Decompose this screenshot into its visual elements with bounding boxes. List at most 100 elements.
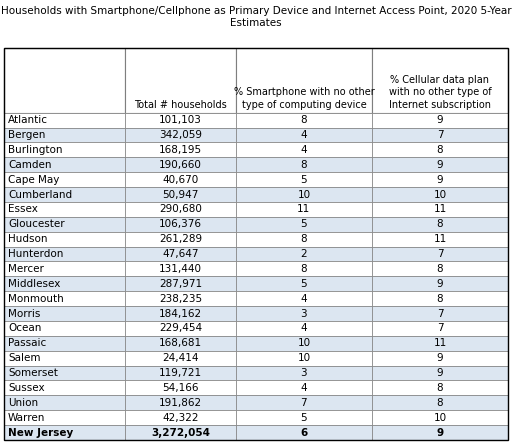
Text: 261,289: 261,289 (159, 234, 202, 244)
Bar (125, 143, 236, 157)
Bar (125, 232, 236, 246)
Text: 4: 4 (301, 145, 307, 155)
Text: Somerset: Somerset (8, 368, 58, 378)
Text: 5: 5 (301, 412, 307, 423)
Bar (236, 425, 372, 440)
Bar (236, 321, 372, 336)
Text: 47,647: 47,647 (162, 249, 199, 259)
Text: 3: 3 (301, 368, 307, 378)
Text: 106,376: 106,376 (159, 219, 202, 229)
Bar (125, 262, 236, 276)
Bar (236, 336, 372, 351)
Bar (236, 202, 372, 217)
Bar (4, 425, 125, 440)
Text: 8: 8 (301, 115, 307, 125)
Bar (372, 157, 508, 172)
Bar (125, 157, 236, 172)
Text: Cape May: Cape May (8, 174, 59, 185)
Bar (372, 246, 508, 262)
Bar (236, 351, 372, 365)
Bar (236, 157, 372, 172)
Bar (125, 217, 236, 232)
Bar (236, 262, 372, 276)
Text: 40,670: 40,670 (162, 174, 199, 185)
Bar (125, 321, 236, 336)
Text: Sussex: Sussex (8, 383, 45, 393)
Text: Ocean: Ocean (8, 323, 41, 333)
Text: 5: 5 (301, 279, 307, 289)
Text: 7: 7 (301, 398, 307, 408)
Text: 8: 8 (437, 293, 443, 304)
Text: % Cellular data plan
with no other type of
Internet subscription: % Cellular data plan with no other type … (389, 75, 492, 110)
Text: 8: 8 (437, 219, 443, 229)
Bar (372, 172, 508, 187)
Text: 190,660: 190,660 (159, 160, 202, 170)
Bar (372, 187, 508, 202)
Text: Essex: Essex (8, 204, 38, 214)
Bar (372, 321, 508, 336)
Bar (236, 246, 372, 262)
Bar (372, 291, 508, 306)
Bar (236, 217, 372, 232)
Bar (4, 113, 125, 127)
Text: 9: 9 (437, 160, 443, 170)
Bar (236, 395, 372, 410)
Text: % Smartphone with no other
type of computing device: % Smartphone with no other type of compu… (233, 87, 374, 110)
Bar (236, 410, 372, 425)
Text: Passaic: Passaic (8, 338, 46, 348)
Text: 342,059: 342,059 (159, 130, 202, 140)
Text: 4: 4 (301, 293, 307, 304)
Bar (372, 232, 508, 246)
Bar (4, 365, 125, 381)
Bar (4, 306, 125, 321)
Bar (372, 217, 508, 232)
Bar (4, 410, 125, 425)
Bar (372, 262, 508, 276)
Bar (4, 172, 125, 187)
Text: 8: 8 (437, 398, 443, 408)
Bar (236, 113, 372, 127)
Bar (236, 232, 372, 246)
Bar (4, 127, 125, 143)
Bar (372, 395, 508, 410)
Text: Middlesex: Middlesex (8, 279, 60, 289)
Text: 50,947: 50,947 (162, 190, 199, 199)
Bar (236, 172, 372, 187)
Bar (4, 336, 125, 351)
Bar (4, 48, 508, 440)
Bar (372, 381, 508, 395)
Bar (236, 187, 372, 202)
Bar (125, 187, 236, 202)
Text: 290,680: 290,680 (159, 204, 202, 214)
Bar (4, 143, 125, 157)
Bar (4, 246, 125, 262)
Bar (125, 202, 236, 217)
Text: 5: 5 (301, 174, 307, 185)
Bar (4, 157, 125, 172)
Bar (372, 351, 508, 365)
Text: 8: 8 (437, 145, 443, 155)
Text: 9: 9 (436, 428, 443, 437)
Text: 7: 7 (437, 309, 443, 318)
Text: 11: 11 (297, 204, 310, 214)
Bar (4, 187, 125, 202)
Bar (372, 410, 508, 425)
Bar (236, 48, 372, 113)
Text: 4: 4 (301, 130, 307, 140)
Text: 168,195: 168,195 (159, 145, 202, 155)
Text: Warren: Warren (8, 412, 46, 423)
Text: 184,162: 184,162 (159, 309, 202, 318)
Bar (4, 48, 125, 113)
Bar (4, 276, 125, 291)
Bar (372, 143, 508, 157)
Text: Households with Smartphone/Cellphone as Primary Device and Internet Access Point: Households with Smartphone/Cellphone as … (1, 6, 511, 16)
Text: 3,272,054: 3,272,054 (151, 428, 210, 437)
Text: Estimates: Estimates (230, 18, 282, 28)
Bar (372, 306, 508, 321)
Bar (125, 48, 236, 113)
Text: 7: 7 (437, 130, 443, 140)
Bar (4, 351, 125, 365)
Bar (125, 113, 236, 127)
Text: 229,454: 229,454 (159, 323, 202, 333)
Bar (4, 262, 125, 276)
